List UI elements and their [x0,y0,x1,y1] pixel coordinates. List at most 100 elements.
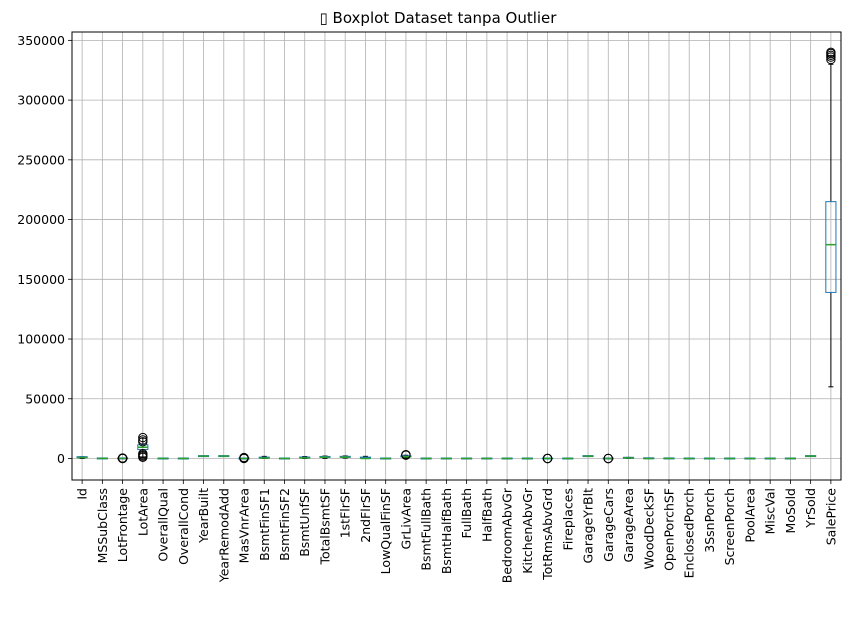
outlier-point [117,453,128,463]
x-tick-label: MasVnrArea [237,488,252,563]
x-tick-label: LowQualFinSF [378,488,393,574]
box-BsmtUnfSF [299,455,311,459]
box-3SsnPorch [703,457,716,460]
grid-lines [72,32,841,480]
x-tick-label: Id [75,488,90,500]
box-KitchenAbvGr [521,457,533,460]
box-LowQualFinSF [380,457,392,460]
boxes [76,47,837,464]
outlier-point [138,449,148,459]
box-MoSold [784,457,796,460]
box-ScreenPorch [724,457,736,460]
outlier-point [603,453,613,464]
x-tick-label: LotFrontage [115,488,130,563]
box-Fireplaces [562,457,574,460]
outlier-point [826,47,836,58]
x-tick-label: YrSold [803,488,818,529]
x-tick-label: GarageArea [621,488,636,563]
box-TotalBsmtSF [319,455,331,459]
chart-title: ▯ Boxplot Dataset tanpa Outlier [320,9,558,27]
x-tick-label: 2ndFlrSF [358,488,373,543]
x-tick-label: PoolArea [742,488,757,543]
x-tick-label: Fireplaces [560,488,575,550]
box-HalfBath [481,457,493,460]
outlier-point [239,452,249,463]
box-OpenPorchSF [663,457,675,460]
box-1stFlrSF [339,455,351,459]
x-tick-label: BsmtHalfBath [439,488,454,574]
x-tick-label: HalfBath [479,488,494,542]
box-OverallQual [157,457,169,460]
y-tick-label: 50000 [25,391,65,406]
y-axis: 0 50000 100000 150000 200000 250000 300000 3500… [17,33,72,466]
y-tick-label: 350000 [17,33,65,48]
x-tick-label: KitchenAbvGr [520,487,535,574]
x-tick-label: MSSubClass [95,488,110,563]
outlier-point [826,54,836,65]
x-tick-label: BsmtFinSF1 [257,488,272,561]
box-Id [76,456,88,459]
box-BsmtFinSF1 [258,455,270,459]
box-LotFrontage [117,453,129,464]
x-tick-label: ScreenPorch [722,488,737,565]
box-GarageArea [622,456,635,459]
x-tick-label: OverallCond [176,488,191,565]
x-tick-label: YearBuilt [196,488,211,544]
y-tick-label: 200000 [17,212,65,227]
box-WoodDeckSF [643,457,655,460]
x-tick-label: BsmtFullBath [419,488,434,571]
x-tick-label: YearRemodAdd [216,488,231,583]
box-BsmtFullBath [420,457,432,460]
box-YearBuilt [197,455,210,458]
y-tick-label: 0 [57,451,65,466]
y-tick-label: 100000 [17,332,65,347]
x-tick-label: TotRmsAbvGrd [540,488,555,581]
x-axis: Id MSSubClass LotFrontage LotArea OverallQua… [75,480,838,583]
box-MasVnrArea [238,452,250,464]
x-tick-label: BsmtFinSF2 [277,488,292,561]
x-tick-label: BsmtUnfSF [297,488,312,557]
box-iqr [825,201,837,293]
outlier-point [138,435,148,445]
x-tick-label: FullBath [459,488,474,538]
y-tick-label: 250000 [17,152,65,167]
outlier-point [542,453,553,464]
outlier-point [138,432,148,443]
x-tick-label: MiscVal [763,488,778,534]
box-GrLivArea [400,449,412,460]
y-tick-label: 300000 [17,93,65,108]
box-YrSold [805,455,817,458]
x-tick-label: GarageYrBlt [581,488,596,564]
x-tick-label: WoodDeckSF [641,488,656,569]
box-BsmtHalfBath [440,457,452,460]
box-EnclosedPorch [683,457,695,460]
box-2ndFlrSF [359,455,371,460]
box-OverallCond [177,457,189,460]
x-tick-label: 1stFlrSF [338,488,353,538]
x-tick-label: BedroomAbvGr [500,487,515,583]
box-GarageYrBlt [582,455,594,458]
plot-area-frame [71,31,842,481]
box-FullBath [461,457,473,460]
x-tick-label: MoSold [783,488,798,533]
x-tick-label: OverallQual [156,488,171,562]
x-tick-label: TotalBsmtSF [317,488,332,565]
box-BsmtFinSF2 [278,457,291,460]
box-PoolArea [744,457,756,460]
box-LotArea [137,432,149,463]
box-YearRemodAdd [218,455,230,458]
box-MiscVal [764,457,776,460]
box-BedroomAbvGr [501,457,513,460]
box-SalePrice [825,47,837,388]
x-tick-label: 3SsnPorch [702,488,717,553]
x-tick-label: GarageCars [601,488,616,562]
box-MSSubClass [96,457,108,460]
outlier-point [401,449,411,460]
y-tick-label: 150000 [17,272,65,287]
box-GarageCars [602,453,614,464]
x-tick-label: EnclosedPorch [682,488,697,578]
x-tick-label: GrLivArea [398,488,413,549]
box-TotRmsAbvGrd [542,453,554,464]
x-tick-label: OpenPorchSF [661,488,676,571]
